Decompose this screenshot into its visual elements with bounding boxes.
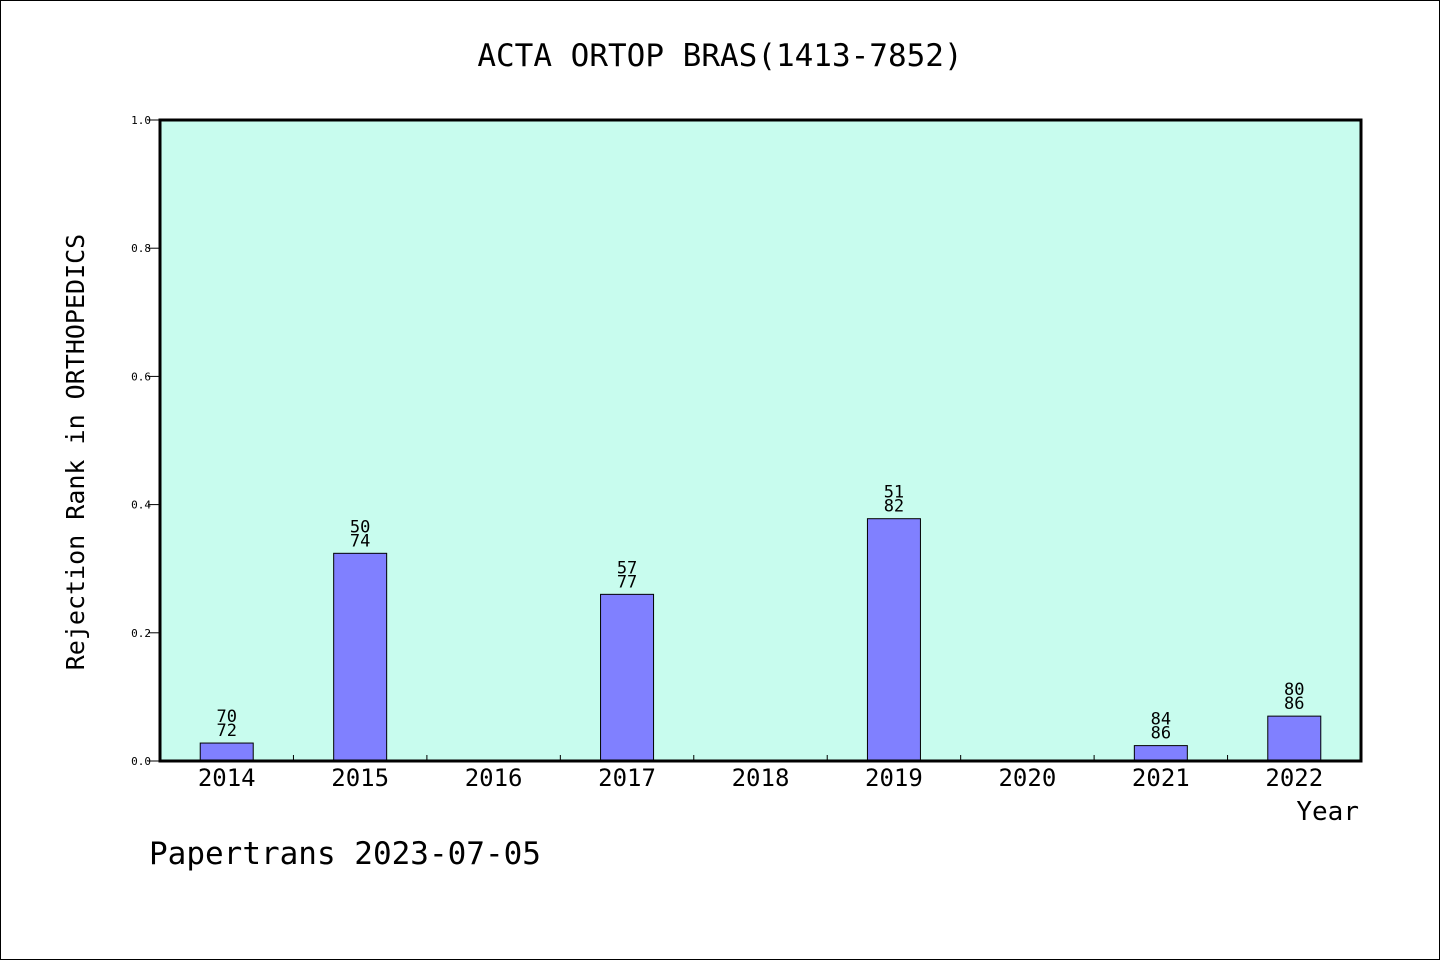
x-tick-label: 2016 <box>465 764 523 792</box>
bar <box>866 518 921 762</box>
bar-label-top: 57 <box>617 558 637 578</box>
bar <box>333 552 388 762</box>
bar-label-top: 50 <box>350 517 370 537</box>
x-axis-ticks: 2014 2015 2016 2017 2018 2019 2020 2021 2022 <box>198 755 1323 792</box>
x-tick-label: 2021 <box>1132 764 1190 792</box>
x-tick-label: 2014 <box>198 764 256 792</box>
y-tick-label: 0.0 <box>131 755 151 768</box>
y-tick-label: 1.0 <box>131 114 151 127</box>
bar-label-top: 84 <box>1151 710 1171 730</box>
bar-label-bottom: 74 <box>350 531 370 551</box>
bar-label-bottom: 86 <box>1151 724 1171 744</box>
y-axis-ticks: 0.0 0.2 0.4 0.6 0.8 1.0 <box>131 114 160 768</box>
bar-label-top: 80 <box>1284 680 1304 700</box>
bar <box>1133 745 1188 762</box>
x-axis-label: Year <box>1296 797 1359 827</box>
y-axis-label: Rejection Rank in ORTHOPEDICS <box>61 234 90 671</box>
y-tick-label: 0.6 <box>131 370 151 383</box>
x-tick-label: 2020 <box>998 764 1056 792</box>
bar-label-bottom: 77 <box>617 572 637 592</box>
y-tick-label: 0.8 <box>131 242 151 255</box>
bar-label-top: 51 <box>884 483 904 503</box>
bar <box>600 593 655 762</box>
x-tick-label: 2018 <box>732 764 790 792</box>
x-tick-label: 2015 <box>331 764 389 792</box>
plot-border <box>158 118 1363 763</box>
y-tick-label: 0.2 <box>131 627 151 640</box>
bar-label-bottom: 72 <box>216 721 236 741</box>
bar <box>1267 715 1322 762</box>
bar-label-top: 70 <box>216 707 236 727</box>
bar-label-bottom: 82 <box>884 497 904 517</box>
x-tick-label: 2022 <box>1265 764 1323 792</box>
bar-label-bottom: 86 <box>1284 694 1304 714</box>
chart-title: ACTA ORTOP BRAS(1413-7852) <box>477 38 962 74</box>
y-tick-label: 0.4 <box>131 499 151 512</box>
x-tick-label: 2017 <box>598 764 656 792</box>
bars-group <box>199 518 1322 762</box>
bar <box>199 742 254 762</box>
footer-credit: Papertrans 2023-07-05 <box>149 836 541 872</box>
x-tick-label: 2019 <box>865 764 923 792</box>
